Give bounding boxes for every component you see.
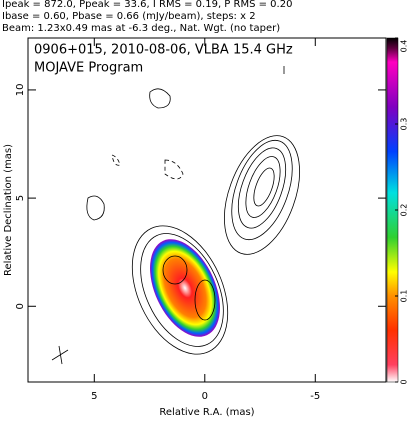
y-tick-label: 0 (15, 303, 26, 309)
x-tick-label: 5 (91, 391, 97, 402)
y-axis-label: Relative Declination (mas) (3, 144, 14, 276)
contours (51, 66, 300, 365)
chart-subtitle: MOJAVE Program (34, 61, 143, 76)
colorbar-tick-label: 0.1 (400, 290, 409, 303)
y-tick-label: 5 (15, 195, 26, 201)
header-line: Ipeak = 872.0, Ppeak = 33.6, I RMS = 0.1… (2, 0, 292, 10)
colorbar-tick-label: 0.4 (400, 40, 409, 53)
header-line: Beam: 1.23x0.49 mas at -6.3 deg., Nat. W… (2, 23, 280, 34)
y-tick-label: 10 (15, 84, 26, 97)
plot-frame (27, 37, 387, 383)
x-axis-label: Relative R.A. (mas) (159, 407, 254, 418)
colorbar-tick-label: 0.2 (400, 204, 409, 217)
x-tick-label: -5 (310, 391, 320, 402)
chart-title: 0906+015, 2010-08-06, VLBA 15.4 GHz (34, 43, 293, 58)
colorbar-tick-label: 0 (400, 379, 409, 384)
x-tick-label: 0 (202, 391, 208, 402)
colorbar-tick-label: 0.3 (400, 118, 409, 131)
header-line: Ibase = 0.60, Pbase = 0.66 (mJy/beam), s… (2, 11, 256, 22)
